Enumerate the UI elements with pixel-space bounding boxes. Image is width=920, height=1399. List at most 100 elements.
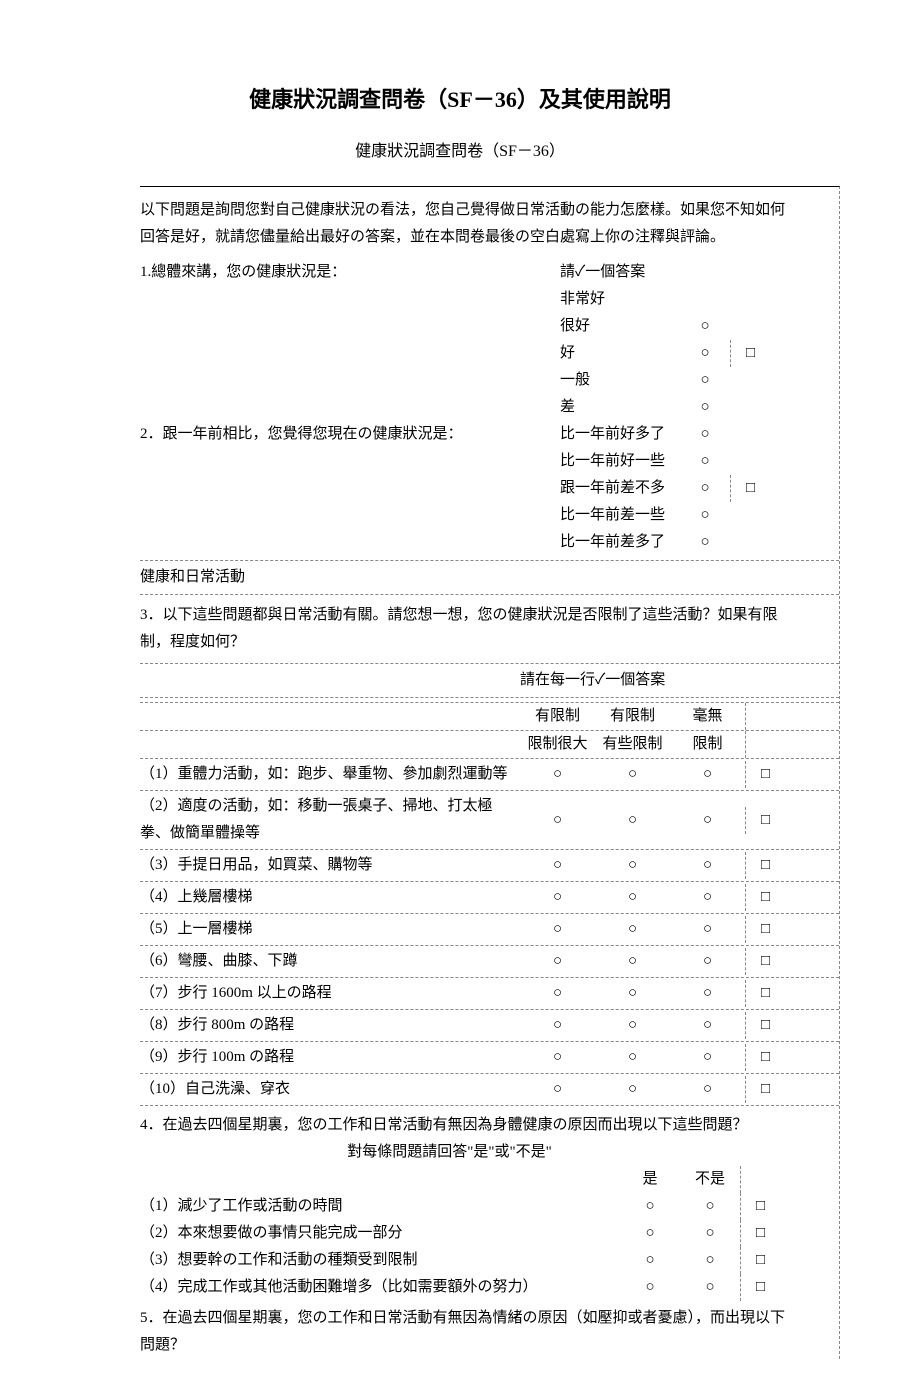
- q4-item-row: （3）想要幹の工作和活動の種類受到限制○○□: [140, 1247, 839, 1274]
- q3-item-row: （4）上幾層樓梯○○○□: [140, 882, 839, 914]
- radio-circle[interactable]: ○: [670, 807, 745, 834]
- radio-circle[interactable]: ○: [620, 1193, 680, 1220]
- q4-item-label: （3）想要幹の工作和活動の種類受到限制: [140, 1247, 620, 1274]
- q3-item-row: （2）適度の活動，如：移動一張桌子、掃地、打太極拳、做簡單體操等○○○□: [140, 791, 839, 850]
- checkbox[interactable]: □: [730, 340, 770, 367]
- radio-circle[interactable]: ○: [595, 948, 670, 975]
- radio-circle[interactable]: ○: [595, 1012, 670, 1039]
- q4-header-no: 不是: [680, 1166, 740, 1193]
- radio-circle[interactable]: ○: [680, 1220, 740, 1247]
- checkbox[interactable]: □: [740, 1274, 780, 1301]
- questionnaire-body: 以下問題是詢問您對自己健康狀況の看法，您自己覺得做日常活動の能力怎麼樣。如果您不…: [140, 186, 840, 1359]
- checkbox[interactable]: □: [745, 1012, 785, 1039]
- q3-item-label: （8）步行 800m の路程: [140, 1010, 520, 1041]
- q3-header: 毫無: [670, 703, 745, 730]
- q3-item-label: （9）步行 100m の路程: [140, 1042, 520, 1073]
- checkbox[interactable]: □: [745, 980, 785, 1007]
- radio-circle[interactable]: ○: [520, 807, 595, 834]
- radio-circle[interactable]: ○: [680, 1247, 740, 1274]
- q1-opt: 很好: [560, 313, 680, 340]
- radio-circle[interactable]: ○: [670, 916, 745, 943]
- radio-circle[interactable]: ○: [680, 448, 730, 475]
- radio-circle[interactable]: ○: [520, 761, 595, 788]
- radio-circle[interactable]: ○: [680, 394, 730, 421]
- radio-circle[interactable]: ○: [595, 852, 670, 879]
- radio-circle[interactable]: ○: [595, 1076, 670, 1103]
- radio-circle[interactable]: ○: [670, 1044, 745, 1071]
- q4-item-label: （4）完成工作或其他活動困難增多（比如需要額外の努力）: [140, 1274, 620, 1301]
- document-title: 健康狀況調查問卷（SF－36）及其使用說明: [70, 80, 850, 120]
- q3-item-row: （7）步行 1600m 以上の路程○○○□: [140, 978, 839, 1010]
- radio-circle[interactable]: ○: [620, 1220, 680, 1247]
- radio-circle[interactable]: ○: [595, 980, 670, 1007]
- radio-circle[interactable]: ○: [520, 948, 595, 975]
- checkbox[interactable]: □: [745, 916, 785, 943]
- radio-circle[interactable]: ○: [680, 475, 730, 502]
- q3-text: 3．以下這些問題都與日常活動有關。請您想一想，您の健康狀況是否限制了這些活動？如…: [140, 599, 839, 659]
- q4-item-label: （1）減少了工作或活動の時間: [140, 1193, 620, 1220]
- radio-circle[interactable]: ○: [595, 1044, 670, 1071]
- q3-item-label: （7）步行 1600m 以上の路程: [140, 978, 520, 1009]
- radio-circle[interactable]: ○: [670, 884, 745, 911]
- radio-circle[interactable]: ○: [520, 1076, 595, 1103]
- q3-item-label: （2）適度の活動，如：移動一張桌子、掃地、打太極拳、做簡單體操等: [140, 791, 520, 849]
- radio-circle[interactable]: ○: [520, 884, 595, 911]
- radio-circle[interactable]: ○: [520, 852, 595, 879]
- checkbox[interactable]: □: [745, 1076, 785, 1103]
- checkbox[interactable]: □: [730, 475, 770, 502]
- q4-instruction: 對每條問題請回答"是"或"不是": [140, 1139, 839, 1166]
- checkbox[interactable]: □: [745, 852, 785, 879]
- q3-item-label: （10）自己洗澡、穿衣: [140, 1074, 520, 1105]
- q3-header: 限制: [670, 731, 745, 758]
- checkbox[interactable]: □: [745, 807, 785, 834]
- radio-circle[interactable]: ○: [520, 1012, 595, 1039]
- q1-text: 1.總體來講，您の健康狀況是：: [140, 259, 560, 286]
- q4-item-row: （1）減少了工作或活動の時間○○□: [140, 1193, 839, 1220]
- radio-circle[interactable]: ○: [670, 852, 745, 879]
- radio-circle[interactable]: ○: [680, 1274, 740, 1301]
- q2-text: 2．跟一年前相比，您覺得您現在の健康狀況是：: [140, 421, 560, 448]
- radio-circle[interactable]: ○: [520, 980, 595, 1007]
- radio-circle[interactable]: ○: [680, 1193, 740, 1220]
- checkbox[interactable]: □: [745, 1044, 785, 1071]
- radio-circle[interactable]: ○: [680, 313, 730, 340]
- radio-circle[interactable]: ○: [595, 807, 670, 834]
- radio-circle[interactable]: ○: [680, 367, 730, 394]
- radio-circle[interactable]: ○: [670, 1012, 745, 1039]
- radio-circle[interactable]: ○: [680, 529, 730, 556]
- q4-header-yes: 是: [620, 1166, 680, 1193]
- radio-circle[interactable]: ○: [670, 1076, 745, 1103]
- radio-circle[interactable]: ○: [670, 980, 745, 1007]
- q3-item-row: （8）步行 800m の路程○○○□: [140, 1010, 839, 1042]
- q2-opt: 比一年前差一些: [560, 502, 680, 529]
- q2-opt: 比一年前好多了: [560, 421, 680, 448]
- checkbox[interactable]: □: [740, 1247, 780, 1274]
- q2-opt: 比一年前差多了: [560, 529, 680, 556]
- intro-text: 以下問題是詢問您對自己健康狀況の看法，您自己覺得做日常活動の能力怎麼樣。如果您不…: [140, 197, 839, 251]
- q3-item-row: （6）彎腰、曲膝、下蹲○○○□: [140, 946, 839, 978]
- radio-circle[interactable]: ○: [595, 884, 670, 911]
- radio-circle[interactable]: ○: [670, 948, 745, 975]
- radio-circle[interactable]: ○: [620, 1247, 680, 1274]
- q1-opt: 好: [560, 340, 680, 367]
- q4-item-row: （4）完成工作或其他活動困難增多（比如需要額外の努力）○○□: [140, 1274, 839, 1301]
- radio-circle[interactable]: ○: [620, 1274, 680, 1301]
- checkbox[interactable]: □: [740, 1220, 780, 1247]
- q2-opt: 跟一年前差不多: [560, 475, 680, 502]
- radio-circle[interactable]: ○: [595, 761, 670, 788]
- radio-circle[interactable]: ○: [520, 1044, 595, 1071]
- radio-circle[interactable]: ○: [680, 502, 730, 529]
- q3-instruction: 請在每一行✓一個答案: [140, 663, 839, 698]
- radio-circle[interactable]: ○: [680, 340, 730, 367]
- checkbox[interactable]: □: [740, 1193, 780, 1220]
- radio-circle[interactable]: ○: [680, 421, 730, 448]
- radio-circle[interactable]: ○: [595, 916, 670, 943]
- q4-text: 4．在過去四個星期裏，您の工作和日常活動有無因為身體健康の原因而出現以下這些問題…: [140, 1112, 839, 1139]
- checkbox[interactable]: □: [745, 884, 785, 911]
- radio-circle[interactable]: ○: [670, 761, 745, 788]
- tick-instruction: 請✓一個答案: [560, 259, 680, 286]
- checkbox[interactable]: □: [745, 761, 785, 788]
- radio-circle[interactable]: ○: [520, 916, 595, 943]
- checkbox[interactable]: □: [745, 948, 785, 975]
- q3-item-row: （3）手提日用品，如買菜、購物等○○○□: [140, 850, 839, 882]
